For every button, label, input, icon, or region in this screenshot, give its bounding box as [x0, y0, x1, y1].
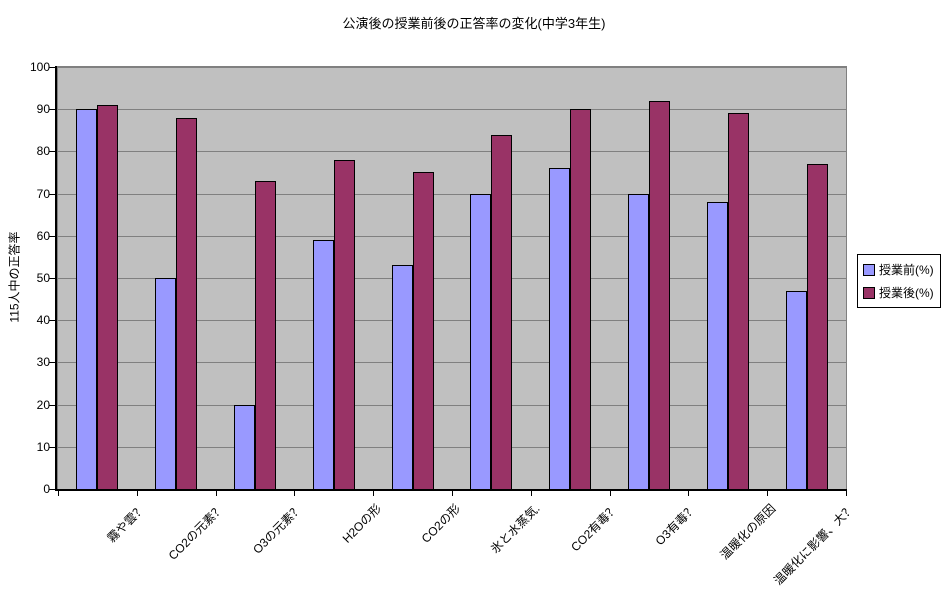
chart-title: 公演後の授業前後の正答率の変化(中学3年生) — [342, 16, 606, 31]
y-axis-tick — [49, 194, 56, 195]
plot-inner — [58, 67, 846, 489]
legend-label: 授業後(%) — [879, 286, 934, 300]
gridline — [58, 362, 846, 364]
bar-before-class — [470, 194, 492, 489]
category-slot — [531, 67, 610, 489]
bar-after-class — [570, 109, 592, 489]
bar-after-class — [806, 164, 828, 489]
y-axis-tick-label: 90 — [36, 102, 50, 116]
y-axis-tick — [49, 489, 56, 490]
y-axis-tick-label: 80 — [36, 144, 50, 158]
x-axis-line — [55, 489, 847, 491]
x-axis-label: 氷と水蒸気. — [487, 501, 543, 557]
x-axis-tick — [216, 491, 217, 496]
x-axis-tick — [373, 491, 374, 496]
x-axis-label: 温暖化の原因 — [717, 501, 779, 563]
gridline — [58, 404, 846, 406]
legend-swatch-after — [863, 286, 875, 299]
bar-after-class — [176, 118, 198, 489]
y-axis-tick — [49, 236, 56, 237]
gridline — [58, 151, 846, 153]
x-axis-tick — [610, 491, 611, 496]
bar-after-class — [491, 135, 513, 489]
category-slot — [216, 67, 295, 489]
category-slot — [373, 67, 452, 489]
y-axis-tick — [49, 109, 56, 110]
plot-area — [57, 66, 847, 490]
bar-before-class — [391, 265, 413, 489]
gridline — [58, 235, 846, 237]
x-axis-tick — [294, 491, 295, 496]
x-axis-label: CO2有毒？ — [568, 501, 622, 555]
y-axis-tick-label: 100 — [29, 60, 50, 74]
legend-swatch-before — [863, 263, 875, 276]
x-axis-label: H2Oの形 — [339, 501, 385, 546]
y-axis-tick — [49, 67, 56, 68]
bar-before-class — [549, 168, 571, 489]
legend-item: 授業後(%) — [863, 281, 934, 304]
y-axis-tick-label: 20 — [36, 398, 50, 412]
bar-before-class — [706, 202, 728, 489]
x-axis-tick — [137, 491, 138, 496]
y-axis-tick — [49, 151, 56, 152]
y-axis-tick-label: 10 — [36, 440, 50, 454]
gridline — [58, 109, 846, 111]
bar-before-class — [155, 278, 177, 489]
x-axis-tick — [846, 491, 847, 496]
category-slot — [452, 67, 531, 489]
category-slot — [688, 67, 767, 489]
bar-after-class — [333, 160, 355, 489]
x-axis-label: CO2の元素？ — [166, 501, 228, 563]
y-axis-tick-label: 40 — [36, 313, 50, 327]
gridline — [58, 446, 846, 448]
x-axis-tick — [452, 491, 453, 496]
x-axis-label: O3の元素？ — [250, 501, 306, 557]
y-axis-tick-label: 50 — [36, 271, 50, 285]
x-axis-label: 温暖化に影響、大？ — [771, 501, 858, 588]
bar-after-class — [648, 101, 670, 489]
legend: 授業前(%) 授業後(%) — [857, 254, 941, 308]
y-axis-tick — [49, 362, 56, 363]
x-axis-label: 霧や雲？ — [104, 501, 149, 546]
gridline — [58, 320, 846, 322]
x-axis-tick — [767, 491, 768, 496]
legend-item: 授業前(%) — [863, 258, 934, 281]
y-axis-tick-label: 0 — [43, 482, 50, 496]
bar-after-class — [727, 113, 749, 489]
x-axis-tick — [58, 491, 59, 496]
y-axis-tick — [49, 447, 56, 448]
y-axis-tick — [49, 405, 56, 406]
x-axis-tick — [531, 491, 532, 496]
y-axis-tick — [49, 320, 56, 321]
bar-after-class — [97, 105, 119, 489]
gridline — [58, 67, 846, 68]
bar-after-class — [254, 181, 276, 489]
category-slot — [294, 67, 373, 489]
y-axis-tick-label: 70 — [36, 187, 50, 201]
y-axis-line — [55, 66, 57, 490]
bar-before-class — [785, 291, 807, 489]
category-slot — [610, 67, 689, 489]
category-slot — [767, 67, 846, 489]
bar-before-class — [627, 194, 649, 489]
bar-before-class — [312, 240, 334, 489]
category-slot — [58, 67, 137, 489]
gridline — [58, 278, 846, 279]
bar-before-class — [233, 405, 255, 489]
category-slot — [137, 67, 216, 489]
category-slots — [58, 67, 846, 489]
legend-label: 授業前(%) — [879, 263, 934, 277]
x-axis-label: O3有毒？ — [652, 501, 700, 549]
y-axis-tick-label: 60 — [36, 229, 50, 243]
bar-before-class — [76, 109, 98, 489]
gridline — [58, 193, 846, 195]
x-axis-label: CO2の形 — [418, 501, 464, 546]
y-axis-tick-label: 30 — [36, 355, 50, 369]
y-axis-tick — [49, 278, 56, 279]
bar-after-class — [412, 172, 434, 489]
x-axis-tick — [688, 491, 689, 496]
